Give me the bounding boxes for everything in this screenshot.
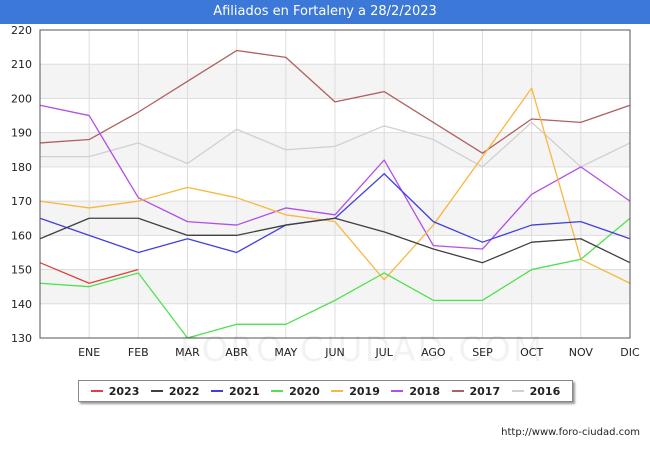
x-tick-label: AGO	[421, 346, 446, 359]
y-tick-label: 220	[11, 24, 32, 37]
y-tick-label: 190	[11, 127, 32, 140]
legend-item-2017: 2017	[451, 384, 501, 398]
y-tick-label: 140	[11, 298, 32, 311]
legend-item-2020: 2020	[271, 385, 320, 398]
x-axis-tick-labels: ENE FEB MAR ABR MAY JUN JUL AGO SEP OCT NOV DIC	[78, 346, 640, 359]
legend-swatch	[331, 390, 344, 392]
series-line-2020	[39, 217, 631, 339]
series-line-2019	[39, 87, 631, 284]
x-tick-label: JUN	[324, 346, 345, 359]
series-line-2023	[39, 262, 139, 284]
x-tick-label: ABR	[225, 346, 248, 359]
legend-swatch	[271, 390, 284, 392]
legend-label: 2022	[168, 384, 200, 398]
source-link[interactable]: http://www.foro-ciudad.com	[501, 427, 640, 438]
legend-swatch	[90, 390, 103, 392]
legend: 2023 2022 2021 2020 2019 2018 2017 2016	[78, 380, 573, 402]
y-tick-label: 170	[11, 195, 32, 208]
series-line-2022	[39, 217, 631, 264]
legend-item-2023: 2023	[90, 384, 140, 398]
legend-item-2021: 2021	[211, 385, 260, 398]
y-tick-label: 200	[11, 92, 32, 105]
x-tick-label: SEP	[472, 346, 493, 359]
y-axis-tick-labels: 130 140 150 160 170 180 190 200 210 220	[11, 24, 32, 345]
x-tick-label: ENE	[78, 346, 100, 359]
x-tick-label: DIC	[620, 346, 640, 359]
legend-swatch	[511, 390, 524, 392]
x-tick-label: MAR	[175, 346, 200, 359]
series-line-2018	[39, 104, 631, 250]
x-tick-label: FEB	[128, 346, 149, 359]
y-tick-label: 210	[11, 58, 32, 71]
legend-label: 2018	[409, 384, 440, 398]
legend-label: 2019	[349, 384, 380, 398]
x-tick-label: MAY	[274, 346, 297, 359]
legend-item-2022: 2022	[150, 384, 200, 398]
legend-label: 2021	[229, 384, 260, 398]
legend-item-2019: 2019	[331, 385, 380, 398]
x-tick-label: JUL	[374, 346, 393, 359]
series-line-2017	[39, 49, 631, 154]
x-tick-label: OCT	[520, 346, 543, 359]
y-tick-label: 130	[11, 332, 32, 345]
legend-swatch	[150, 390, 163, 392]
y-tick-label: 150	[11, 264, 32, 277]
y-tick-label: 180	[11, 161, 32, 174]
legend-item-2018: 2018	[391, 385, 440, 398]
y-tick-label: 160	[11, 229, 32, 242]
legend-swatch	[391, 390, 404, 392]
legend-label: 2017	[469, 384, 501, 398]
legend-label: 2023	[108, 384, 140, 398]
x-tick-label: NOV	[569, 346, 594, 359]
chart-title: Afiliados en Fortaleny a 28/2/2023	[0, 0, 650, 24]
legend-label: 2016	[529, 384, 561, 398]
legend-swatch	[451, 390, 464, 392]
legend-swatch	[211, 390, 223, 392]
legend-label: 2020	[289, 384, 320, 398]
series-lines	[39, 49, 631, 339]
legend-item-2016: 2016	[511, 384, 561, 398]
plot-frame	[39, 29, 631, 339]
series-line-2016	[40, 121, 631, 168]
